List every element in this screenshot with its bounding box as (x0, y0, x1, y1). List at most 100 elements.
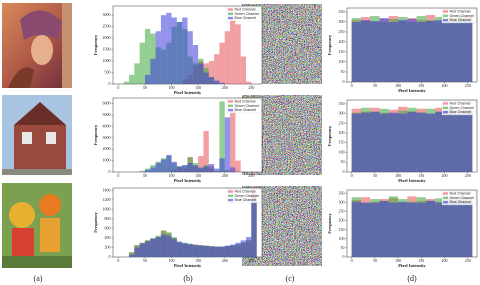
y-tick-label: 300 (339, 111, 345, 116)
bar (155, 162, 161, 172)
bar (416, 202, 426, 257)
bar (463, 202, 473, 257)
bar (214, 246, 220, 257)
legend-label: Blue Channel (450, 200, 472, 204)
y-tick-label: 800 (105, 216, 111, 221)
legend-label: Red Channel (450, 191, 471, 195)
legend-swatch (228, 108, 233, 112)
legend-swatch (228, 16, 233, 20)
y-tick-label: 0 (109, 254, 111, 259)
y-tick-label: 5000 (103, 112, 111, 117)
bar (235, 160, 241, 172)
legend-swatch (228, 190, 233, 193)
legend-label: Green Channel (450, 196, 475, 200)
y-tick-label: 0 (109, 169, 111, 174)
bar (388, 112, 399, 172)
x-tick-label: 250 (465, 173, 471, 178)
legend-label: Green Channel (235, 194, 260, 198)
bar (407, 19, 417, 82)
bar (150, 167, 156, 172)
photo-toys (2, 183, 72, 268)
legend-swatch (443, 102, 448, 105)
bar (444, 22, 454, 82)
bar (453, 201, 464, 257)
x-axis-label: Pixel Intensity (398, 178, 426, 183)
y-axis-label: Frequency (327, 213, 332, 234)
x-tick-label: 150 (195, 173, 201, 178)
bar (224, 31, 231, 84)
y-tick-label: 250 (339, 29, 345, 34)
x-axis-label: Pixel Intensity (174, 178, 202, 183)
bar (214, 54, 220, 84)
legend-label: Green Channel (235, 104, 260, 108)
bar (208, 246, 215, 257)
legend-swatch (443, 18, 448, 22)
bar (208, 164, 215, 172)
x-tick-label: 50 (143, 85, 147, 90)
photo-house (2, 95, 72, 175)
y-tick-label: 3000 (103, 12, 111, 17)
bar (379, 18, 389, 82)
bar (208, 61, 215, 84)
bar (435, 111, 445, 172)
x-axis-label: Pixel Intensity (398, 88, 426, 93)
bar (251, 195, 257, 257)
bar (351, 113, 361, 172)
bar (230, 244, 236, 257)
y-tick-label: 0 (343, 169, 345, 174)
bar (360, 112, 371, 172)
bar (435, 202, 445, 257)
x-axis-label: Pixel Intensity (398, 263, 426, 268)
legend-swatch (228, 198, 233, 202)
bar (407, 111, 417, 172)
legend-swatch (228, 100, 233, 103)
x-tick-label: 100 (395, 258, 401, 263)
x-tick-label: 200 (222, 173, 228, 178)
legend-label: Red Channel (235, 99, 256, 103)
bar (192, 45, 199, 84)
legend-swatch (443, 110, 448, 114)
bar (444, 201, 454, 257)
bar (182, 243, 188, 257)
x-tick-label: 50 (373, 173, 377, 178)
bar (155, 31, 161, 84)
bar (144, 241, 151, 257)
bar (171, 161, 177, 172)
legend-label: Blue Channel (450, 110, 472, 114)
x-tick-label: 50 (373, 258, 377, 263)
y-tick-label: 200 (339, 39, 345, 44)
bar (388, 22, 399, 82)
bar (176, 241, 183, 257)
bar (351, 22, 361, 82)
x-tick-label: 0 (351, 83, 353, 88)
x-tick-label: 150 (195, 258, 201, 263)
y-tick-label: 350 (339, 101, 345, 106)
bar (246, 81, 252, 84)
panel-label: (a) (34, 274, 43, 283)
bar (171, 17, 177, 84)
bar (398, 20, 408, 82)
bar (139, 170, 145, 172)
bar (351, 201, 361, 257)
bar (224, 117, 231, 172)
legend-box (441, 190, 477, 206)
bar (166, 12, 172, 84)
y-tick-label: 200 (339, 130, 345, 135)
bar (134, 63, 140, 84)
bar (187, 31, 193, 84)
bar (240, 240, 247, 257)
y-tick-label: 3000 (103, 135, 111, 140)
legend-swatch (443, 10, 448, 13)
y-tick-label: 2000 (103, 146, 111, 151)
bar (370, 21, 380, 82)
bar (407, 202, 417, 257)
y-tick-label: 200 (339, 218, 345, 223)
bar (182, 165, 188, 172)
legend-box (441, 100, 477, 116)
bar (198, 245, 204, 257)
x-tick-label: 150 (195, 85, 201, 90)
x-tick-label: 50 (143, 173, 147, 178)
legend-swatch (443, 106, 448, 109)
legend-swatch (443, 196, 448, 199)
bar (370, 202, 380, 257)
